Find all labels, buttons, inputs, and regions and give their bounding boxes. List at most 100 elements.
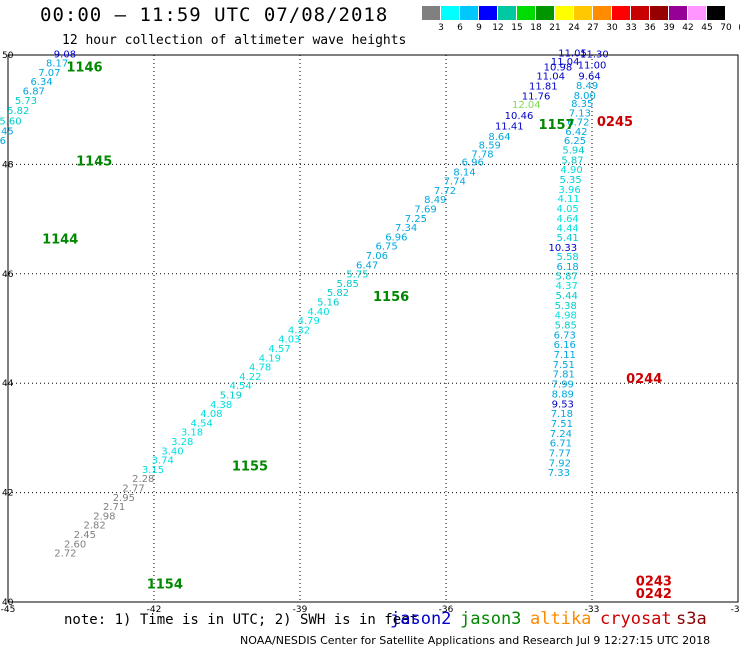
- wave-height-value: 7.77: [549, 448, 571, 459]
- wave-height-value: 4.32: [288, 325, 310, 336]
- wave-height-value: 4.98: [555, 311, 577, 322]
- lon-tick-label: -39: [293, 605, 308, 615]
- scale-label: 33: [625, 23, 637, 33]
- wave-height-value: 4.38: [210, 400, 232, 411]
- pass-time-label: 1144: [42, 233, 78, 248]
- wave-height-value: 10.33: [548, 243, 577, 254]
- footer-credit: NOAA/NESDIS Center for Satellite Applica…: [240, 634, 711, 647]
- wave-height-value: 7.33: [548, 468, 570, 479]
- wave-height-value: 6.42: [565, 127, 587, 138]
- legend-cryosat: cryosat: [600, 609, 672, 629]
- scale-label: 3: [438, 23, 444, 33]
- scale-swatch: [422, 6, 441, 20]
- scale-swatch: [460, 6, 479, 20]
- wave-height-value: 7.92: [549, 458, 571, 469]
- lat-tick-label: 44: [2, 379, 14, 389]
- wave-height-value: 7.34: [395, 223, 417, 234]
- wave-height-value: 5.82: [327, 288, 349, 299]
- lat-tick-label: 46: [2, 270, 14, 280]
- wave-height-value: 11.76: [522, 91, 551, 102]
- wave-height-value: 3.74: [152, 456, 174, 467]
- wave-height-value: 6.45: [0, 126, 14, 137]
- scale-swatch: [498, 6, 517, 20]
- wave-height-value: 4.37: [556, 281, 578, 292]
- wave-height-value: 12.04: [512, 100, 541, 111]
- wave-height-value: 4.44: [557, 224, 579, 235]
- wave-height-value: 2.95: [113, 493, 135, 504]
- lon-tick-label: -42: [147, 605, 162, 615]
- wave-height-value: 2.98: [93, 511, 115, 522]
- wave-height-value: 4.57: [268, 344, 290, 355]
- pass-time-label: 0245: [597, 115, 633, 130]
- wave-height-value: 5.82: [7, 106, 29, 117]
- wave-height-value: 7.81: [553, 370, 575, 381]
- pass-time-label: 1145: [76, 154, 112, 169]
- wave-height-value: 5.41: [557, 233, 579, 244]
- wave-height-value: 6.18: [557, 262, 579, 273]
- lat-tick-label: 40: [2, 598, 14, 608]
- wave-height-value: 4.64: [557, 214, 579, 225]
- wave-height-value: 10.46: [505, 111, 534, 122]
- wave-height-value: 4.11: [558, 194, 580, 205]
- wave-height-value: 11.05: [558, 49, 587, 60]
- wave-height-value: 9.64: [578, 72, 600, 83]
- lon-tick-label: -33: [585, 605, 600, 615]
- wave-height-value: 4.19: [259, 353, 281, 364]
- wave-height-value: 5.35: [559, 175, 581, 186]
- wave-height-value: 5.85: [337, 279, 359, 290]
- scale-swatch: [707, 6, 726, 20]
- wave-height-value: 11.41: [495, 121, 524, 132]
- wave-height-value: 6.47: [356, 260, 378, 271]
- wave-height-value: 11.00: [578, 61, 607, 72]
- scale-swatch: [688, 6, 707, 20]
- wave-height-value: 7.13: [569, 108, 591, 119]
- wave-height-value: 2.71: [103, 502, 125, 513]
- wave-height-value: 7.06: [366, 251, 388, 262]
- wave-height-value: 7.07: [38, 68, 60, 79]
- wave-height-value: 7.74: [444, 177, 466, 188]
- wave-height-value: 7.72: [434, 186, 456, 197]
- wave-height-value: 8.64: [488, 132, 510, 143]
- wave-height-value: 5.60: [0, 116, 22, 127]
- pass-time-label: 0243: [636, 575, 672, 590]
- wave-height-value: 6.87: [23, 86, 45, 97]
- wave-height-value: 6.96: [385, 232, 407, 243]
- wave-height-value: 4.78: [249, 363, 271, 374]
- scale-label: 30: [606, 23, 618, 33]
- wave-height-value: 4.79: [298, 316, 320, 327]
- scale-label: 39: [663, 23, 675, 33]
- scale-swatch: [517, 6, 536, 20]
- wave-height-value: 2.45: [74, 530, 96, 541]
- map-frame: [7, 54, 739, 603]
- wave-height-value: 8.17: [46, 58, 68, 69]
- scale-label: 12: [492, 23, 504, 33]
- wave-height-value: 9.53: [552, 399, 574, 410]
- lat-tick-label: 50: [2, 51, 14, 61]
- wave-height-value: 4.40: [307, 307, 329, 318]
- pass-time-labels: 1146 1145 1144 1157 1156 1155 1154 0245 0244 0243…: [42, 60, 672, 602]
- scale-swatch: [669, 6, 688, 20]
- wave-height-value: 8.59: [479, 141, 501, 152]
- scale-label: (ft): [730, 23, 740, 33]
- wave-height-value: 7.99: [552, 380, 574, 391]
- pass-time-label: 1146: [66, 60, 102, 75]
- scale-label: 45: [701, 23, 713, 33]
- scale-swatch: [441, 6, 460, 20]
- wave-height-value: 3.96: [558, 185, 580, 196]
- wave-height-value: 3.40: [161, 446, 183, 457]
- wave-height-value: 6.75: [375, 242, 397, 253]
- pass-time-label: 0242: [636, 587, 672, 602]
- legend-altika: altika: [530, 609, 592, 629]
- lon-tick-label: -45: [1, 605, 16, 615]
- wave-height-value: 8.89: [552, 389, 574, 400]
- scale-label: 18: [530, 23, 542, 33]
- scale-swatch: [650, 6, 669, 20]
- wave-height-value: 6.72: [567, 118, 589, 129]
- wave-height-value: 8.00: [574, 91, 596, 102]
- note-text: note: 1) Time is in UTC; 2) SWH is in fe…: [64, 612, 419, 628]
- wave-height-value: 6.16: [554, 340, 576, 351]
- scale-label: 9: [476, 23, 482, 33]
- wave-height-value: 8.14: [453, 167, 475, 178]
- wave-height-value: 6.36: [0, 136, 6, 147]
